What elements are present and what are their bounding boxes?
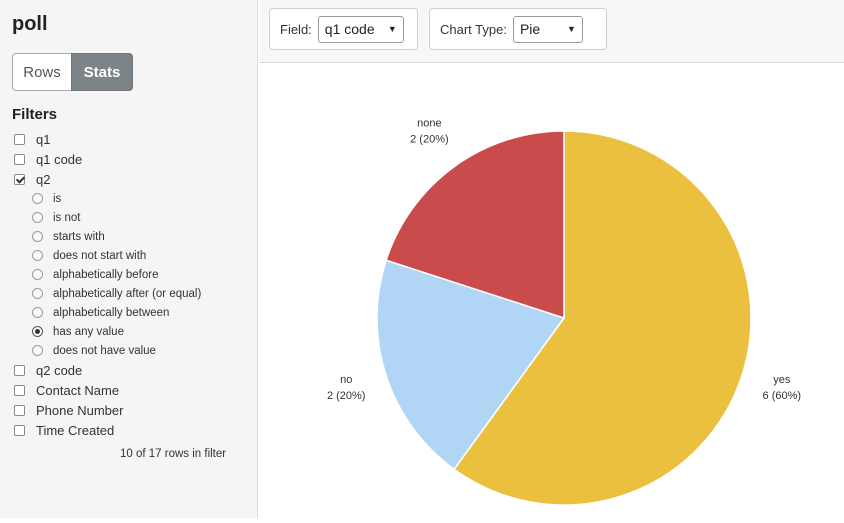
- filter-label: q2 code: [36, 362, 83, 378]
- q2-option-is[interactable]: is: [32, 189, 254, 208]
- chart-type-control: Chart Type: Pie ▼: [429, 8, 607, 50]
- checkbox[interactable]: [14, 424, 25, 436]
- radio-button[interactable]: [32, 212, 43, 223]
- option-label: alphabetically between: [53, 306, 170, 319]
- pie-label-yes-value: 6 (60%): [763, 390, 802, 402]
- radio-button[interactable]: [32, 307, 43, 318]
- filter-label: q2: [36, 171, 51, 187]
- filter-q1[interactable]: q1: [14, 129, 254, 149]
- pie-label-no-category: no: [340, 374, 352, 386]
- radio-button[interactable]: [32, 193, 43, 204]
- filter-label: q1 code: [36, 151, 83, 167]
- field-select[interactable]: q1 code ▼: [317, 15, 404, 43]
- q2-option-is-not[interactable]: is not: [32, 208, 254, 227]
- rows-count-status: 10 of 17 rows in filter: [120, 448, 227, 460]
- pie-label-none-value: 2 (20%): [410, 134, 449, 146]
- filter-phone-number[interactable]: Phone Number: [14, 400, 254, 420]
- checkbox[interactable]: [14, 364, 25, 376]
- q2-option-alphabetically-between[interactable]: alphabetically between: [32, 303, 254, 322]
- filter-label: Time Created: [36, 422, 115, 438]
- option-label: starts with: [53, 230, 105, 243]
- filter-label: Phone Number: [36, 402, 124, 418]
- option-label: alphabetically after (or equal): [53, 287, 202, 300]
- pie-label-none-category: none: [417, 118, 441, 130]
- q2-option-does-not-have-value[interactable]: does not have value: [32, 341, 254, 360]
- filter-time-created[interactable]: Time Created: [14, 420, 254, 440]
- chart-type-label: Chart Type:: [440, 21, 507, 37]
- filters-heading: Filters: [12, 106, 58, 123]
- field-control: Field: q1 code ▼: [269, 8, 418, 50]
- checkbox[interactable]: [14, 384, 25, 396]
- pie-label-no-value: 2 (20%): [327, 390, 366, 402]
- option-label: is not: [53, 211, 81, 224]
- option-label: does not have value: [53, 344, 156, 357]
- field-select-value: q1 code: [324, 21, 375, 37]
- option-label: alphabetically before: [53, 268, 159, 281]
- pie-chart: yes 6 (60%) no 2 (20%) none 2 (20%): [327, 118, 802, 506]
- q2-option-alphabetically-after[interactable]: alphabetically after (or equal): [32, 284, 254, 303]
- option-label: does not start with: [53, 249, 147, 262]
- radio-button[interactable]: [32, 326, 43, 337]
- chart-area: yes 6 (60%) no 2 (20%) none 2 (20%): [259, 64, 844, 518]
- triangle-down-icon: ▼: [387, 23, 397, 34]
- radio-button[interactable]: [32, 269, 43, 280]
- radio-button[interactable]: [32, 345, 43, 356]
- pie-slice-yes[interactable]: [453, 130, 752, 506]
- radio-button[interactable]: [32, 250, 43, 261]
- q2-option-starts-with[interactable]: starts with: [32, 227, 254, 246]
- filter-contact-name[interactable]: Contact Name: [14, 380, 254, 400]
- checkbox[interactable]: [14, 133, 25, 145]
- option-label: is: [53, 192, 62, 205]
- q2-option-has-any-value[interactable]: has any value: [32, 322, 254, 341]
- filter-q2[interactable]: q2: [14, 169, 254, 189]
- triangle-down-icon: ▼: [567, 23, 576, 34]
- q2-option-does-not-start-with[interactable]: does not start with: [32, 246, 254, 265]
- radio-button[interactable]: [32, 231, 43, 242]
- rows-button[interactable]: Rows: [12, 53, 71, 91]
- filter-label: Contact Name: [36, 382, 120, 398]
- field-label: Field:: [280, 21, 312, 37]
- stats-button[interactable]: Stats: [71, 53, 133, 91]
- checkbox[interactable]: [14, 404, 25, 416]
- radio-button[interactable]: [32, 288, 43, 299]
- q2-condition-options: is is not starts with does not start wit…: [14, 189, 254, 360]
- chart-type-select-value: Pie: [519, 21, 541, 37]
- chart-toolbar: Field: q1 code ▼ Chart Type: Pie ▼: [259, 0, 844, 63]
- page-title: poll: [12, 13, 48, 35]
- chart-type-select[interactable]: Pie ▼: [512, 15, 583, 43]
- filter-q1-code[interactable]: q1 code: [14, 149, 254, 169]
- pie-slice-no[interactable]: [376, 259, 566, 471]
- filter-list: q1 q1 code q2 is is not starts with does…: [14, 129, 254, 440]
- pie-label-yes-category: yes: [773, 374, 791, 386]
- filter-q2-code[interactable]: q2 code: [14, 360, 254, 380]
- checkbox[interactable]: [14, 173, 25, 185]
- view-toggle: Rows Stats: [12, 53, 133, 91]
- q2-option-alphabetically-before[interactable]: alphabetically before: [32, 265, 254, 284]
- pie-slice-none[interactable]: [385, 130, 565, 320]
- option-label: has any value: [53, 325, 124, 338]
- filter-label: q1: [36, 131, 51, 147]
- checkbox[interactable]: [14, 153, 25, 165]
- sidebar: poll Rows Stats Filters q1 q1 code q2 is…: [0, 0, 258, 518]
